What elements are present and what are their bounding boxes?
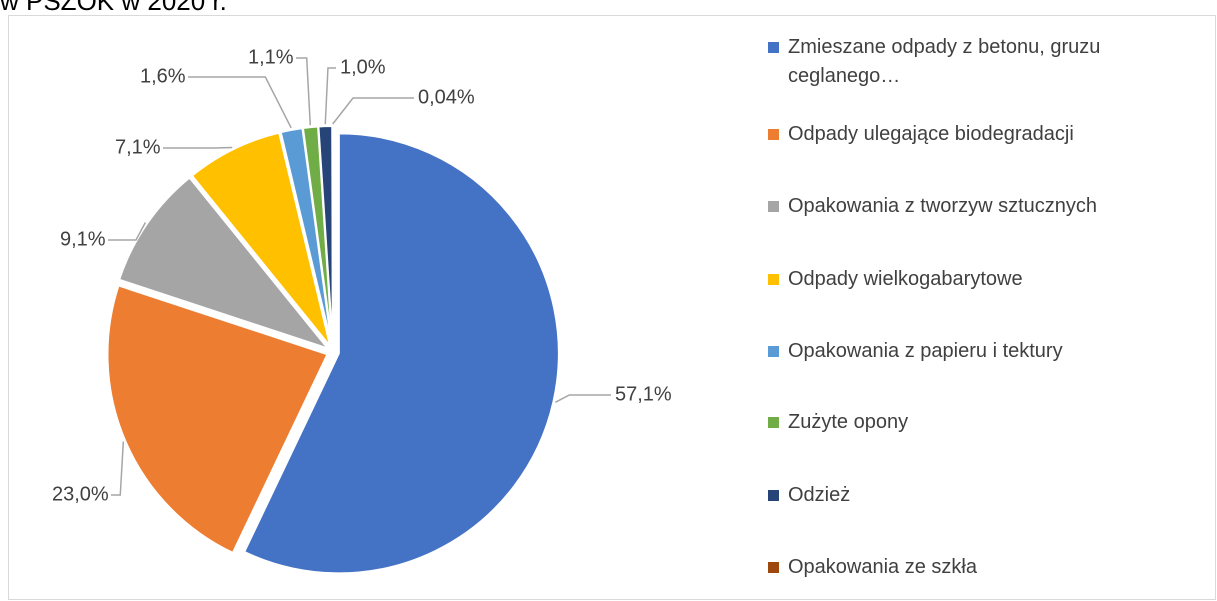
chart-border	[8, 15, 1216, 600]
data-label: 1,6%	[140, 65, 186, 87]
pie-slice	[190, 131, 332, 348]
legend-swatch	[768, 201, 779, 212]
data-label: 1,0%	[340, 56, 386, 78]
leader-line	[108, 222, 147, 241]
legend-entry: Zużyte opony	[768, 408, 1163, 437]
legend-swatch	[768, 346, 779, 357]
data-label: 23,0%	[52, 483, 109, 505]
legend-entry: Opakowania ze szkła	[768, 553, 1163, 582]
leader-line	[188, 76, 292, 129]
legend-entry: Zmieszane odpady z betonu, gruzu ceglane…	[768, 33, 1163, 91]
legend-swatch	[768, 490, 779, 501]
data-label: 57,1%	[615, 383, 672, 405]
legend-entry: Opakowania z tworzyw sztucznych	[768, 192, 1163, 221]
legend-label: Odpady ulegające biodegradacji	[788, 123, 1074, 145]
leader-line	[332, 97, 414, 125]
legend-label: Zmieszane odpady z betonu, gruzu ceglane…	[788, 36, 1101, 87]
pie-slice	[242, 132, 560, 575]
pie-slice	[106, 284, 329, 555]
data-label: 0,04%	[418, 86, 475, 108]
chart-title: w PSZOK w 2020 r.	[0, 0, 227, 16]
legend-swatch	[768, 562, 779, 573]
leader-line	[555, 394, 611, 403]
pie-slice	[117, 176, 331, 351]
legend-swatch	[768, 129, 779, 140]
leader-line	[324, 67, 336, 125]
legend-entry: Odpady wielkogabarytowe	[768, 265, 1163, 294]
legend-entry: Odpady ulegające biodegradacji	[768, 120, 1163, 149]
legend-swatch	[768, 42, 779, 53]
legend-label: Opakowania z papieru i tektury	[788, 340, 1063, 362]
legend-entry: Odzież	[768, 481, 1163, 510]
legend-label: Odpady wielkogabarytowe	[788, 268, 1023, 290]
legend-entry: Opakowania z papieru i tektury	[768, 337, 1163, 366]
legend-label: Opakowania z tworzyw sztucznych	[788, 195, 1098, 217]
leader-line	[163, 146, 233, 149]
legend-label: Zużyte opony	[788, 411, 909, 433]
pie-slice	[331, 124, 334, 347]
leader-line	[111, 441, 125, 496]
data-label: 9,1%	[60, 228, 106, 250]
legend-label: Opakowania ze szkła	[788, 556, 977, 578]
legend-swatch	[768, 274, 779, 285]
leader-line	[296, 57, 312, 126]
legend-swatch	[768, 417, 779, 428]
data-label: 7,1%	[115, 136, 161, 158]
data-label: 1,1%	[248, 46, 294, 68]
legend-label: Odzież	[788, 484, 851, 506]
